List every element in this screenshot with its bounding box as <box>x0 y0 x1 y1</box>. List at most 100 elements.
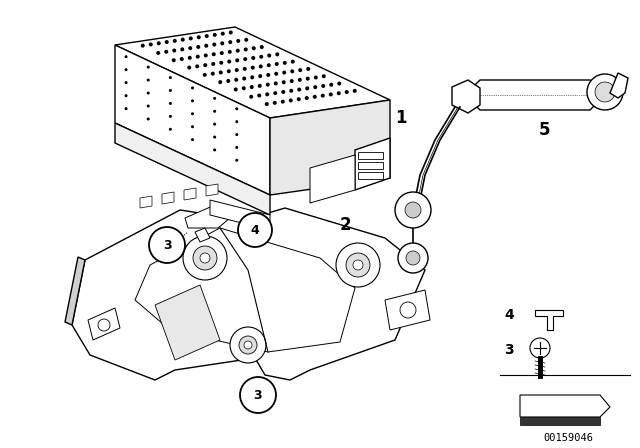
Circle shape <box>244 38 248 42</box>
Polygon shape <box>185 205 230 228</box>
Circle shape <box>281 99 285 103</box>
Text: 4: 4 <box>504 308 514 322</box>
Polygon shape <box>135 228 355 352</box>
Circle shape <box>213 123 216 125</box>
Circle shape <box>336 243 380 287</box>
Circle shape <box>243 67 247 71</box>
Circle shape <box>291 60 295 64</box>
Circle shape <box>212 33 217 37</box>
Circle shape <box>227 69 231 73</box>
Circle shape <box>191 138 194 141</box>
Circle shape <box>191 99 194 103</box>
Circle shape <box>282 80 285 84</box>
Circle shape <box>283 61 287 65</box>
Circle shape <box>196 45 200 49</box>
Circle shape <box>205 34 209 38</box>
Polygon shape <box>140 196 152 208</box>
Circle shape <box>234 87 237 91</box>
Circle shape <box>172 48 176 52</box>
Circle shape <box>220 41 224 45</box>
Text: 3: 3 <box>163 238 172 251</box>
Circle shape <box>243 77 246 81</box>
Circle shape <box>125 107 127 110</box>
Circle shape <box>236 49 240 53</box>
Circle shape <box>147 65 150 69</box>
Polygon shape <box>520 417 600 425</box>
Circle shape <box>228 30 233 34</box>
Circle shape <box>141 43 145 47</box>
Text: 3: 3 <box>504 343 514 357</box>
Circle shape <box>298 78 301 82</box>
Circle shape <box>236 146 238 149</box>
Circle shape <box>172 58 176 62</box>
Circle shape <box>212 43 216 47</box>
Circle shape <box>230 327 266 363</box>
Polygon shape <box>72 208 425 380</box>
Circle shape <box>250 85 253 89</box>
Circle shape <box>183 236 227 280</box>
Polygon shape <box>452 80 480 113</box>
Circle shape <box>321 84 325 88</box>
Circle shape <box>265 92 269 96</box>
Circle shape <box>258 84 262 88</box>
Circle shape <box>273 101 276 105</box>
Circle shape <box>164 50 168 54</box>
Circle shape <box>188 56 192 60</box>
Circle shape <box>395 192 431 228</box>
Circle shape <box>259 74 262 78</box>
Circle shape <box>289 89 293 93</box>
Polygon shape <box>162 192 174 204</box>
Circle shape <box>204 53 208 57</box>
Circle shape <box>204 44 208 48</box>
Circle shape <box>259 65 263 69</box>
Circle shape <box>275 52 279 56</box>
Circle shape <box>290 79 294 83</box>
Circle shape <box>220 61 223 65</box>
Polygon shape <box>210 200 270 230</box>
Circle shape <box>169 128 172 131</box>
Circle shape <box>213 136 216 138</box>
Circle shape <box>220 51 224 55</box>
Circle shape <box>203 73 207 77</box>
Circle shape <box>587 74 623 110</box>
Circle shape <box>297 87 301 91</box>
Circle shape <box>236 39 240 43</box>
Polygon shape <box>115 27 390 118</box>
Circle shape <box>238 213 272 247</box>
Circle shape <box>211 72 215 76</box>
Circle shape <box>313 95 317 99</box>
Circle shape <box>252 46 256 50</box>
Circle shape <box>200 253 210 263</box>
Circle shape <box>346 253 370 277</box>
Circle shape <box>211 62 215 66</box>
Circle shape <box>281 90 285 94</box>
Circle shape <box>322 74 326 78</box>
Circle shape <box>189 36 193 40</box>
Circle shape <box>329 83 333 87</box>
Circle shape <box>405 202 421 218</box>
Text: 1: 1 <box>395 109 406 127</box>
Circle shape <box>180 47 184 52</box>
Circle shape <box>305 86 309 90</box>
Circle shape <box>273 91 277 95</box>
Circle shape <box>169 115 172 118</box>
Circle shape <box>236 133 238 136</box>
Circle shape <box>259 55 263 59</box>
Circle shape <box>242 86 246 90</box>
Circle shape <box>169 76 172 79</box>
Circle shape <box>180 57 184 61</box>
Circle shape <box>196 55 200 59</box>
Circle shape <box>156 51 160 55</box>
Circle shape <box>218 80 222 84</box>
Circle shape <box>228 40 232 44</box>
Circle shape <box>191 112 194 115</box>
Text: 00159046: 00159046 <box>543 433 593 443</box>
Circle shape <box>406 251 420 265</box>
Circle shape <box>125 81 127 84</box>
FancyBboxPatch shape <box>358 152 383 159</box>
Circle shape <box>213 148 216 151</box>
Circle shape <box>291 69 294 73</box>
Circle shape <box>169 89 172 92</box>
Circle shape <box>219 70 223 74</box>
Circle shape <box>239 336 257 354</box>
